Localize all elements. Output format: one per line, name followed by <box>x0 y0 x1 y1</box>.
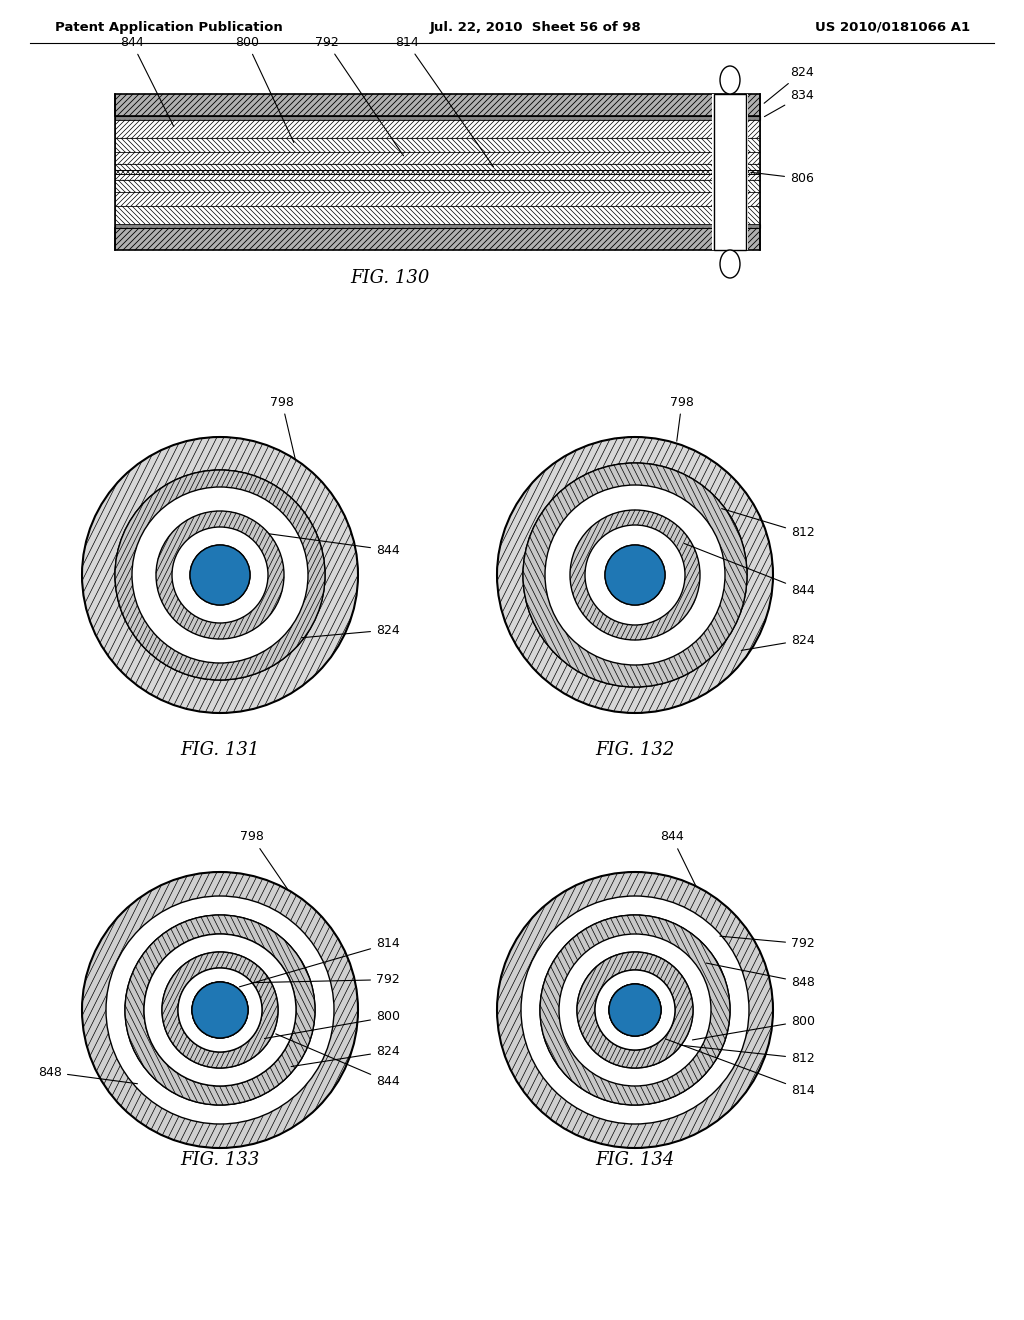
Circle shape <box>178 968 262 1052</box>
Circle shape <box>132 487 308 663</box>
Text: 814: 814 <box>240 937 399 987</box>
Ellipse shape <box>720 66 740 94</box>
Text: FIG. 134: FIG. 134 <box>595 1151 675 1170</box>
Circle shape <box>190 545 250 605</box>
Ellipse shape <box>720 249 740 279</box>
Circle shape <box>605 545 665 605</box>
Bar <box>115 94 760 116</box>
Circle shape <box>115 470 325 680</box>
Text: 814: 814 <box>666 1039 815 1097</box>
Text: 824: 824 <box>291 1045 399 1067</box>
Text: 792: 792 <box>315 36 403 156</box>
Circle shape <box>609 983 662 1036</box>
Circle shape <box>570 510 700 640</box>
Bar <box>115 191 760 206</box>
Text: FIG. 131: FIG. 131 <box>180 741 260 759</box>
Text: 844: 844 <box>275 1034 399 1088</box>
Circle shape <box>585 525 685 624</box>
Bar <box>115 139 760 152</box>
Text: Patent Application Publication: Patent Application Publication <box>55 21 283 33</box>
Text: 824: 824 <box>301 623 399 638</box>
Circle shape <box>577 952 693 1068</box>
Bar <box>115 152 760 164</box>
Text: 800: 800 <box>234 36 294 143</box>
Circle shape <box>523 463 746 686</box>
Circle shape <box>125 915 315 1105</box>
Circle shape <box>190 545 250 605</box>
Text: 798: 798 <box>240 830 288 890</box>
Text: 814: 814 <box>395 36 494 166</box>
Circle shape <box>162 952 278 1068</box>
Circle shape <box>523 463 746 686</box>
Circle shape <box>521 896 749 1125</box>
Text: 824: 824 <box>741 634 815 651</box>
Text: 834: 834 <box>765 88 814 116</box>
Bar <box>714 94 746 249</box>
Text: 792: 792 <box>253 973 399 986</box>
Circle shape <box>595 970 675 1049</box>
Text: 798: 798 <box>670 396 694 441</box>
Bar <box>115 164 760 174</box>
Text: 800: 800 <box>692 1015 815 1040</box>
Bar <box>115 120 760 139</box>
Circle shape <box>125 915 315 1105</box>
Circle shape <box>106 896 334 1125</box>
Bar <box>115 224 760 228</box>
Bar <box>115 116 760 120</box>
Circle shape <box>497 437 773 713</box>
Circle shape <box>193 982 248 1038</box>
Text: 848: 848 <box>38 1065 137 1084</box>
Circle shape <box>540 915 730 1105</box>
Text: FIG. 133: FIG. 133 <box>180 1151 260 1170</box>
Text: 812: 812 <box>722 508 815 540</box>
Text: 798: 798 <box>270 396 295 459</box>
Text: 844: 844 <box>684 544 815 597</box>
Circle shape <box>545 484 725 665</box>
Circle shape <box>497 873 773 1148</box>
Text: US 2010/0181066 A1: US 2010/0181066 A1 <box>815 21 970 33</box>
Text: 800: 800 <box>264 1010 400 1039</box>
Text: 812: 812 <box>680 1045 815 1065</box>
Circle shape <box>605 545 665 605</box>
Bar <box>115 170 760 180</box>
Circle shape <box>115 470 325 680</box>
Text: 844: 844 <box>660 830 696 886</box>
Circle shape <box>577 952 693 1068</box>
Text: 844: 844 <box>269 533 399 557</box>
Circle shape <box>609 983 662 1036</box>
Bar <box>712 94 748 249</box>
Circle shape <box>178 968 262 1052</box>
Circle shape <box>559 935 711 1086</box>
Bar <box>115 170 760 174</box>
Bar <box>115 180 760 191</box>
Text: Jul. 22, 2010  Sheet 56 of 98: Jul. 22, 2010 Sheet 56 of 98 <box>430 21 642 33</box>
Text: FIG. 130: FIG. 130 <box>350 269 430 286</box>
Text: FIG. 132: FIG. 132 <box>595 741 675 759</box>
Bar <box>115 228 760 249</box>
Text: 792: 792 <box>720 936 815 950</box>
Circle shape <box>193 982 248 1038</box>
Circle shape <box>82 873 358 1148</box>
Circle shape <box>595 970 675 1049</box>
Text: 848: 848 <box>707 964 815 989</box>
Circle shape <box>172 527 268 623</box>
Text: 806: 806 <box>751 172 814 185</box>
Circle shape <box>540 915 730 1105</box>
Text: 824: 824 <box>764 66 814 103</box>
Circle shape <box>144 935 296 1086</box>
Circle shape <box>162 952 278 1068</box>
Bar <box>115 206 760 224</box>
Circle shape <box>609 983 662 1036</box>
Circle shape <box>82 437 358 713</box>
Text: 844: 844 <box>120 36 174 127</box>
Circle shape <box>193 982 248 1038</box>
Circle shape <box>144 935 296 1086</box>
Circle shape <box>156 511 284 639</box>
